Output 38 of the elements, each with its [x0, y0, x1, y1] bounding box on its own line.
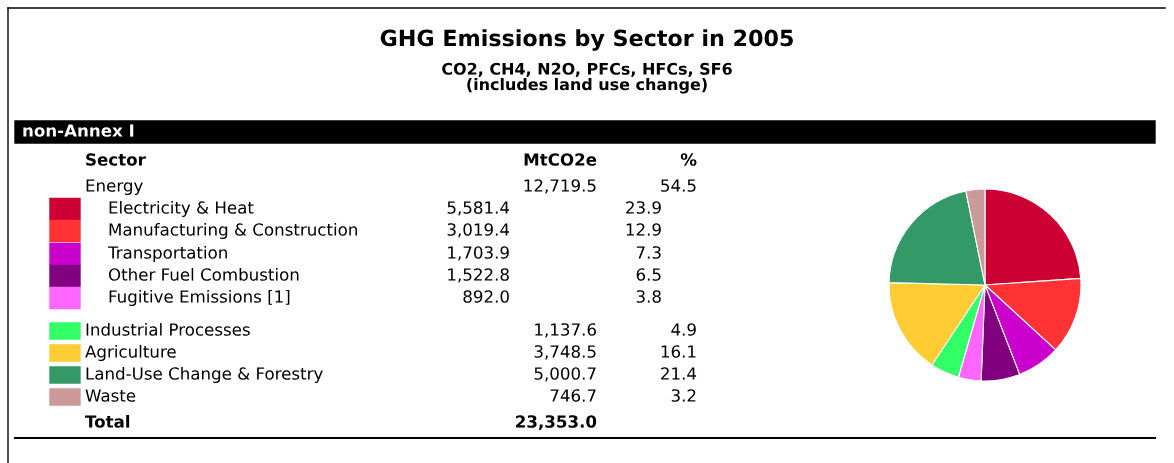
- text: 6.5: [636, 268, 661, 281]
- text: Energy: [86, 179, 143, 196]
- legend-label: Land-Use Change & Forestry: [86, 366, 323, 384]
- text: MtCO2e: [524, 153, 597, 166]
- legend-label: Manufacturing & Construction: [109, 222, 357, 240]
- data-label: 3,019.4: [447, 223, 510, 238]
- text: 12,719.5: [524, 179, 596, 194]
- text: 7.3: [636, 246, 661, 259]
- legend-label: Waste: [85, 389, 136, 402]
- text: 4.9: [671, 323, 696, 336]
- data-label: 1,703.9: [448, 246, 509, 261]
- data-label: 3,748.5: [534, 345, 596, 360]
- chart-subtitle: CO2, CH4, N2O, PFCs, HFCs, SF6 (includes land use change): [442, 62, 732, 94]
- legend-label: Industrial Processes: [86, 322, 250, 336]
- text: 54.5: [661, 179, 696, 192]
- data-label: 746.7: [550, 389, 596, 402]
- text: 21.4: [661, 367, 697, 380]
- text: Total: [85, 414, 130, 428]
- data-label: 1,137.6: [535, 323, 596, 338]
- legend-label: Other Fuel Combustion: [108, 267, 299, 281]
- text: 3.2: [671, 389, 696, 402]
- legend-label: Agriculture: [85, 344, 176, 362]
- data-label: 5,581.4: [447, 201, 510, 216]
- legend-label: Transportation: [107, 245, 227, 263]
- chart-title: GHG Emissions by Sector in 2005: [380, 29, 793, 51]
- text: %: [680, 153, 697, 166]
- text: 23.9: [626, 201, 661, 214]
- text: 3.8: [636, 290, 661, 303]
- legend-label: Fugitive Emissions [1]: [109, 289, 290, 307]
- data-label: 892.0: [463, 290, 509, 303]
- text: 23,353.0: [516, 415, 597, 430]
- text: Sector: [86, 153, 146, 166]
- text: non-Annex I: [23, 124, 134, 137]
- data-label: 5,000.7: [534, 367, 596, 382]
- legend-label: Electricity & Heat: [109, 200, 254, 218]
- text: 12.9: [626, 223, 661, 236]
- text: 16.1: [661, 345, 696, 358]
- data-label: 1,522.8: [448, 268, 509, 283]
